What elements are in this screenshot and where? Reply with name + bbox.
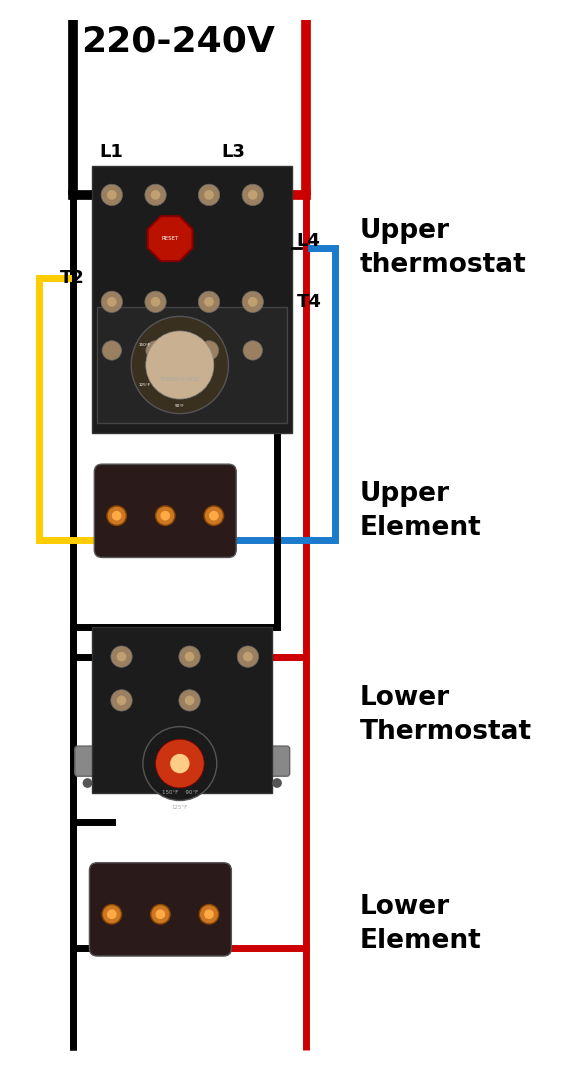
FancyBboxPatch shape bbox=[90, 863, 231, 956]
Circle shape bbox=[145, 185, 166, 206]
Circle shape bbox=[179, 689, 200, 711]
Circle shape bbox=[83, 778, 93, 788]
Text: T4: T4 bbox=[296, 292, 321, 311]
Circle shape bbox=[107, 910, 116, 919]
Circle shape bbox=[204, 910, 214, 919]
Circle shape bbox=[198, 291, 220, 313]
Circle shape bbox=[272, 778, 282, 788]
Circle shape bbox=[143, 726, 217, 801]
FancyBboxPatch shape bbox=[264, 746, 289, 776]
Text: T2: T2 bbox=[60, 269, 85, 287]
FancyBboxPatch shape bbox=[94, 464, 236, 558]
Circle shape bbox=[101, 291, 123, 313]
Circle shape bbox=[102, 904, 122, 924]
Circle shape bbox=[131, 316, 228, 413]
Circle shape bbox=[198, 185, 220, 206]
Text: L1: L1 bbox=[100, 142, 124, 161]
Text: RESET: RESET bbox=[162, 236, 179, 241]
Circle shape bbox=[146, 331, 214, 399]
Circle shape bbox=[248, 297, 258, 306]
Text: Upper
Element: Upper Element bbox=[360, 481, 481, 541]
Circle shape bbox=[107, 190, 116, 200]
Circle shape bbox=[184, 696, 194, 706]
Circle shape bbox=[116, 652, 126, 661]
Circle shape bbox=[248, 190, 258, 200]
Circle shape bbox=[107, 297, 116, 306]
Circle shape bbox=[170, 754, 190, 774]
Text: Upper
thermostat: Upper thermostat bbox=[360, 218, 526, 278]
Circle shape bbox=[111, 646, 132, 667]
Circle shape bbox=[179, 646, 200, 667]
Circle shape bbox=[101, 185, 123, 206]
Text: Lower
Element: Lower Element bbox=[360, 894, 481, 954]
Circle shape bbox=[242, 291, 263, 313]
Circle shape bbox=[155, 910, 165, 919]
Text: 150°F    90°F: 150°F 90°F bbox=[162, 790, 198, 795]
Circle shape bbox=[184, 652, 194, 661]
Text: L4: L4 bbox=[296, 232, 320, 249]
Circle shape bbox=[155, 506, 175, 525]
Circle shape bbox=[204, 297, 214, 306]
Circle shape bbox=[151, 904, 170, 924]
Circle shape bbox=[242, 185, 263, 206]
Circle shape bbox=[151, 297, 160, 306]
Text: 90°F: 90°F bbox=[175, 404, 184, 408]
Circle shape bbox=[237, 646, 259, 667]
Circle shape bbox=[111, 689, 132, 711]
Circle shape bbox=[107, 506, 126, 525]
Circle shape bbox=[199, 341, 219, 360]
Text: Lower
Thermostat: Lower Thermostat bbox=[360, 685, 532, 745]
FancyBboxPatch shape bbox=[75, 746, 100, 776]
Circle shape bbox=[145, 291, 166, 313]
Circle shape bbox=[151, 190, 160, 200]
Bar bbox=[97, 306, 287, 423]
Circle shape bbox=[204, 190, 214, 200]
Text: THERM-O-DISC: THERM-O-DISC bbox=[159, 377, 200, 382]
Circle shape bbox=[204, 506, 224, 525]
Circle shape bbox=[243, 652, 253, 661]
Circle shape bbox=[102, 341, 122, 360]
Circle shape bbox=[146, 341, 165, 360]
Circle shape bbox=[160, 510, 170, 520]
Text: 125°F: 125°F bbox=[172, 805, 188, 810]
Bar bbox=[93, 628, 272, 793]
Text: 125°F: 125°F bbox=[138, 383, 151, 387]
Text: 150°F: 150°F bbox=[138, 343, 151, 346]
Text: L3: L3 bbox=[222, 142, 245, 161]
Circle shape bbox=[112, 510, 122, 520]
Circle shape bbox=[209, 510, 219, 520]
Circle shape bbox=[116, 696, 126, 706]
Circle shape bbox=[243, 341, 263, 360]
Text: 220-240V: 220-240V bbox=[81, 25, 275, 58]
Circle shape bbox=[199, 904, 219, 924]
Bar bbox=[93, 166, 292, 433]
Circle shape bbox=[155, 739, 204, 788]
